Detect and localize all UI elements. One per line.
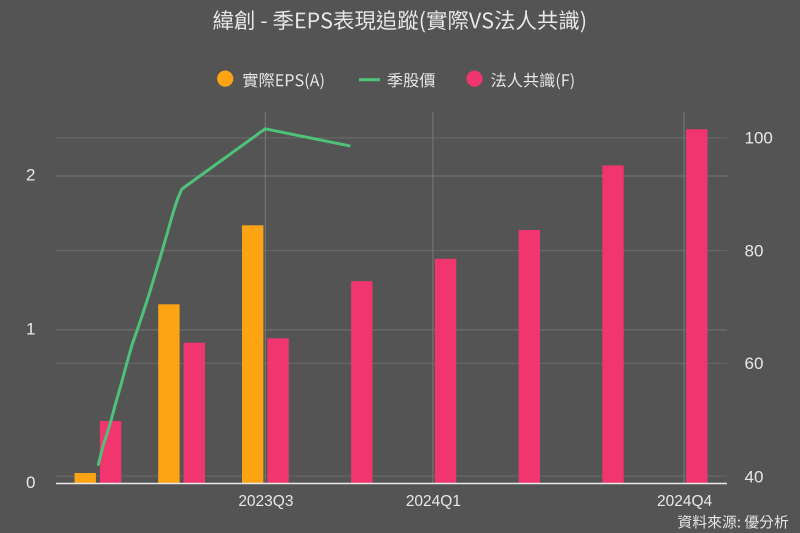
svg-text:1: 1: [26, 320, 35, 339]
svg-text:2023Q3: 2023Q3: [238, 493, 293, 510]
svg-text:60: 60: [745, 354, 764, 373]
svg-text:0: 0: [26, 473, 35, 492]
svg-text:40: 40: [745, 468, 764, 487]
svg-text:2024Q4: 2024Q4: [657, 493, 713, 510]
svg-text:2: 2: [26, 165, 35, 184]
svg-text:80: 80: [745, 241, 764, 260]
svg-text:2024Q1: 2024Q1: [406, 493, 461, 510]
svg-text:100: 100: [745, 129, 773, 148]
